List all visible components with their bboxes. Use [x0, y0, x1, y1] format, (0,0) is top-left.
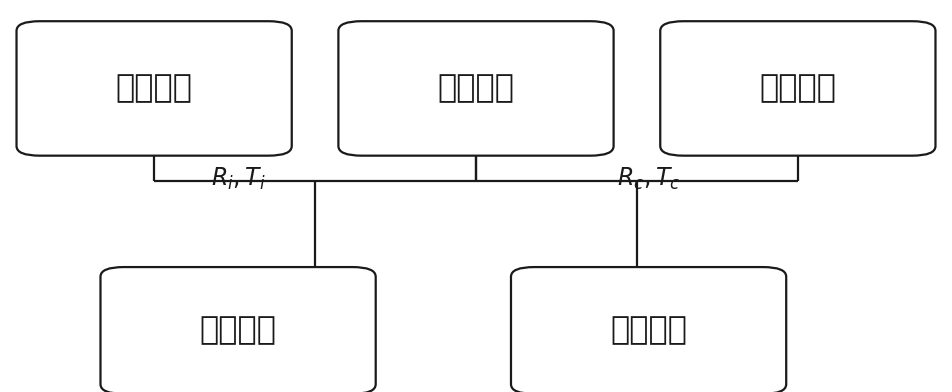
FancyBboxPatch shape: [16, 21, 291, 156]
FancyBboxPatch shape: [511, 267, 786, 392]
Text: 红外图像: 红外图像: [115, 73, 192, 104]
Text: $R_c,T_c$: $R_c,T_c$: [617, 165, 681, 192]
Text: 红外点云: 红外点云: [200, 315, 277, 346]
FancyBboxPatch shape: [661, 21, 936, 156]
Text: $R_i,T_i$: $R_i,T_i$: [210, 165, 266, 192]
Text: 彩色点云: 彩色点云: [610, 315, 687, 346]
Text: 彩色图像: 彩色图像: [760, 73, 837, 104]
FancyBboxPatch shape: [101, 267, 376, 392]
FancyBboxPatch shape: [338, 21, 614, 156]
Text: 三维点云: 三维点云: [438, 73, 514, 104]
